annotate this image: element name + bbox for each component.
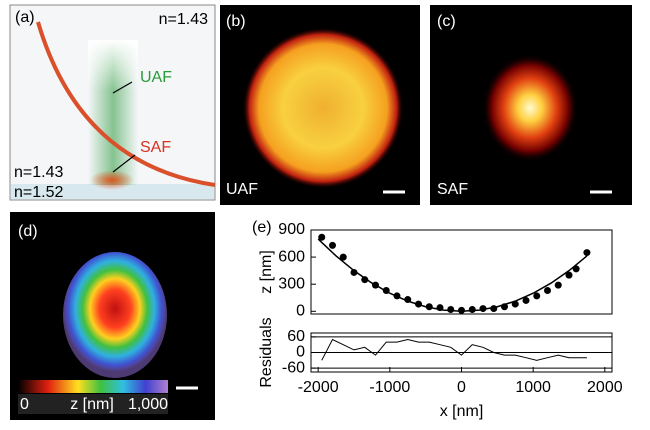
data-point <box>318 233 326 241</box>
data-point <box>404 296 412 304</box>
data-point <box>415 300 422 308</box>
colorbar-strip <box>18 394 168 414</box>
panel-label: (e) <box>252 219 272 236</box>
saf-glow <box>90 170 134 190</box>
data-point <box>572 265 580 273</box>
y-tick-label: 600 <box>278 248 305 265</box>
y-tick-label: -60 <box>282 359 305 376</box>
x-tick-label: -1000 <box>369 379 410 396</box>
uaf-fade <box>88 40 138 185</box>
data-point <box>372 281 379 289</box>
plot-frame <box>310 229 613 315</box>
data-point <box>339 253 347 261</box>
data-point <box>565 271 573 279</box>
index-label: n=1.43 <box>159 11 208 28</box>
data-point <box>382 287 390 295</box>
data-point <box>436 304 444 312</box>
colorbar <box>18 380 168 393</box>
data-point <box>393 292 401 300</box>
droplet-surface <box>36 21 216 187</box>
panel-label: (c) <box>437 13 456 30</box>
x-tick-label: 1000 <box>515 379 551 396</box>
colorbar-label: 1,000 <box>128 396 168 413</box>
x-tick-label: 2000 <box>587 379 623 396</box>
y-axis-label: z [nm] <box>258 250 275 294</box>
fit-curve <box>317 238 588 313</box>
data-point <box>522 296 530 304</box>
y-tick-label: 60 <box>287 328 305 345</box>
caption: UAF <box>226 181 258 198</box>
y-axis-label: Residuals <box>258 317 275 387</box>
data-point <box>350 268 358 276</box>
panel-label: (d) <box>18 223 38 240</box>
caption: SAF <box>437 181 468 198</box>
data-point <box>501 303 508 311</box>
pointer <box>112 81 133 94</box>
data-point <box>447 305 455 313</box>
index-label: n=1.52 <box>14 184 63 201</box>
height-map <box>63 252 167 378</box>
panel-label: (a) <box>15 9 35 26</box>
uaf-label: UAF <box>140 69 172 86</box>
saf-image <box>482 54 578 162</box>
colorbar-title: z [nm] <box>70 396 114 413</box>
data-point <box>554 281 562 289</box>
index-label: n=1.43 <box>14 164 63 181</box>
data-point <box>361 276 369 284</box>
uaf-image <box>243 28 403 188</box>
data-point <box>533 292 541 300</box>
y-tick-label: 0 <box>296 303 305 320</box>
x-axis-label: x [nm] <box>440 403 484 420</box>
data-point <box>511 300 519 308</box>
data-point <box>329 241 336 249</box>
data-point <box>425 303 433 311</box>
residual-line <box>321 338 587 361</box>
colorbar-label: 0 <box>20 396 29 413</box>
data-point <box>490 305 498 313</box>
substrate <box>11 184 214 199</box>
data-point <box>468 305 476 313</box>
y-tick-label: 900 <box>278 221 305 238</box>
panel-label: (b) <box>226 13 246 30</box>
x-tick-label: -2000 <box>298 379 339 396</box>
pointer <box>112 154 136 173</box>
y-tick-label: 300 <box>278 275 305 292</box>
data-point <box>479 305 487 313</box>
saf-label: SAF <box>140 139 171 156</box>
x-tick-label: 0 <box>457 379 466 396</box>
data-point <box>583 249 591 257</box>
data-point <box>458 306 465 314</box>
data-point <box>544 287 551 295</box>
y-tick-label: 0 <box>296 344 305 361</box>
